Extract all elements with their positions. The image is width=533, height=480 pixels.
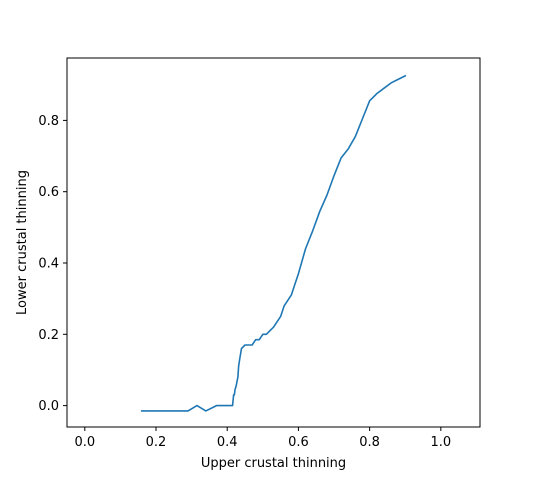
x-tick-label: 0.4 — [217, 435, 238, 450]
series-line-0 — [140, 74, 407, 412]
y-axis-label: Lower crustal thinning — [15, 170, 30, 315]
y-tick-label: 0.2 — [38, 328, 59, 343]
plot-area — [66, 57, 481, 428]
y-axis-ticks: 0.0 0.2 0.4 0.6 0.8 — [38, 114, 67, 414]
x-tick-label: 0.0 — [74, 435, 95, 450]
y-tick-label: 0.0 — [38, 399, 59, 414]
x-tick-label: 1.0 — [430, 435, 451, 450]
y-tick-label: 0.8 — [38, 114, 59, 129]
plot-frame — [66, 57, 481, 428]
x-tick-label: 0.6 — [288, 435, 309, 450]
x-tick-label: 0.2 — [146, 435, 167, 450]
y-tick-label: 0.4 — [38, 257, 59, 272]
y-tick-label: 0.6 — [38, 185, 59, 200]
x-tick-label: 0.8 — [359, 435, 380, 450]
x-axis-label: Upper crustal thinning — [201, 456, 346, 471]
x-axis-ticks: 0.0 0.2 0.4 0.6 0.8 1.0 — [74, 427, 451, 450]
